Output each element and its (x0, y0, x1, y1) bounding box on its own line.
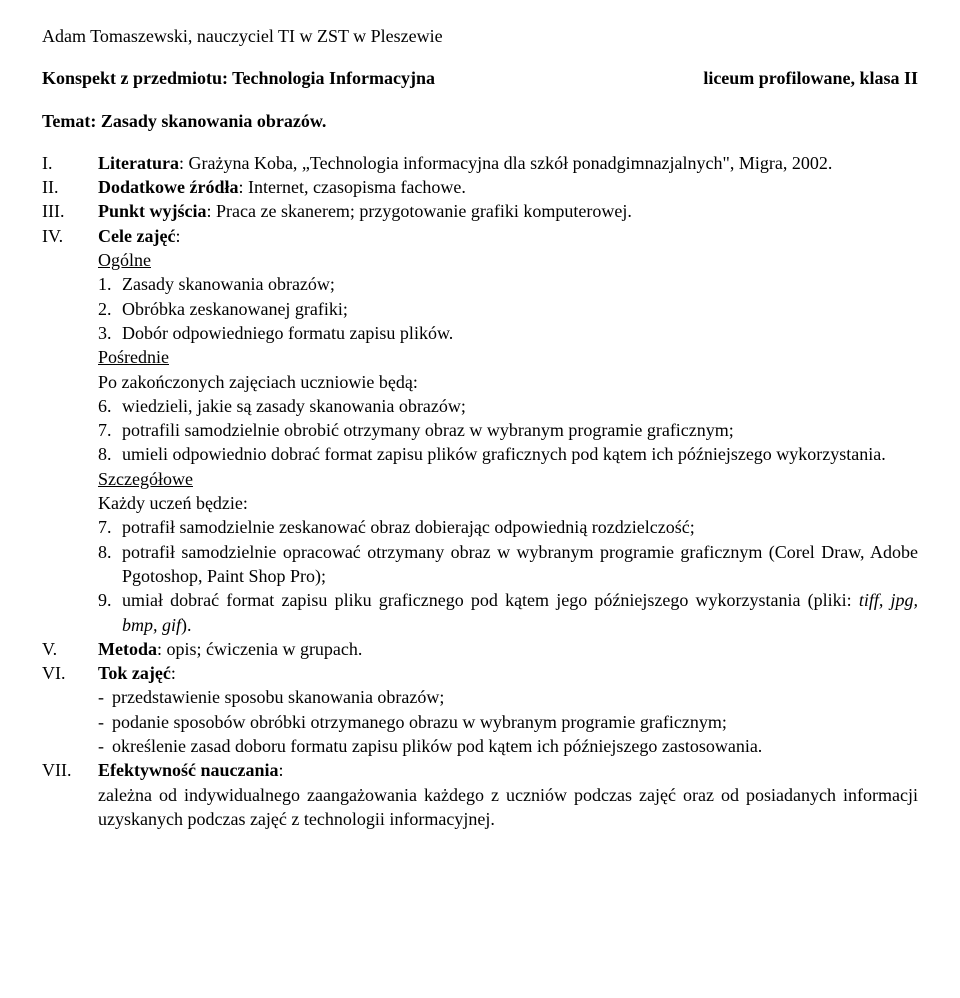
list-ogolne: 1.Zasady skanowania obrazów; 2.Obróbka z… (98, 272, 918, 345)
text: umieli odpowiednio dobrać format zapisu … (122, 444, 886, 464)
section-rest: : (279, 760, 284, 780)
num-body: Obróbka zeskanowanej grafiki; (122, 297, 918, 321)
text: umiał dobrać format zapisu pliku graficz… (122, 590, 859, 610)
num-label: 1. (98, 272, 122, 296)
dash-item: -podanie sposobów obróbki otrzymanego ob… (98, 710, 918, 734)
roman-label: II. (42, 175, 98, 199)
list-item: 1.Zasady skanowania obrazów; (98, 272, 918, 296)
num-body: Zasady skanowania obrazów; (122, 272, 918, 296)
dash-item: -przedstawienie sposobu skanowania obraz… (98, 685, 918, 709)
num-body: potrafili samodzielnie obrobić otrzymany… (122, 418, 918, 442)
item-v: V. Metoda: opis; ćwiczenia w grupach. (42, 637, 918, 661)
subject-label: Konspekt z przedmiotu: Technologia Infor… (42, 66, 435, 90)
roman-body: Dodatkowe źródła: Internet, czasopisma f… (98, 175, 918, 199)
dash-label: - (98, 734, 112, 758)
roman-label: III. (42, 199, 98, 223)
section-rest: : (171, 663, 176, 683)
list-szczegolowe: 7.potrafił samodzielnie zeskanować obraz… (98, 515, 918, 636)
num-body: potrafił samodzielnie zeskanować obraz d… (122, 515, 918, 539)
roman-label: IV. (42, 224, 98, 637)
item-vii: VII. Efektywność nauczania: zależna od i… (42, 758, 918, 831)
num-label: 8. (98, 540, 122, 589)
list-item: 6.wiedzieli, jakie są zasady skanowania … (98, 394, 918, 418)
dash-body: przedstawienie sposobu skanowania obrazó… (112, 685, 918, 709)
dash-body: określenie zasad doboru formatu zapisu p… (112, 734, 918, 758)
topic-line: Temat: Zasady skanowania obrazów. (42, 109, 918, 133)
num-body: wiedzieli, jakie są zasady skanowania ob… (122, 394, 918, 418)
num-label: 8. (98, 442, 122, 466)
roman-body: Punkt wyjścia: Praca ze skanerem; przygo… (98, 199, 918, 223)
item-ii: II. Dodatkowe źródła: Internet, czasopis… (42, 175, 918, 199)
roman-body: Tok zajęć: -przedstawienie sposobu skano… (98, 661, 918, 758)
roman-label: I. (42, 151, 98, 175)
posrednie-intro: Po zakończonych zajęciach uczniowie będą… (98, 370, 918, 394)
roman-body: Efektywność nauczania: zależna od indywi… (98, 758, 918, 831)
item-vi: VI. Tok zajęć: -przedstawienie sposobu s… (42, 661, 918, 758)
item-iv: IV. Cele zajęć: Ogólne 1.Zasady skanowan… (42, 224, 918, 637)
header-row: Konspekt z przedmiotu: Technologia Infor… (42, 66, 918, 90)
section-rest: : opis; ćwiczenia w grupach. (157, 639, 362, 659)
list-item: 3.Dobór odpowiedniego formatu zapisu pli… (98, 321, 918, 345)
roman-label: V. (42, 637, 98, 661)
vii-body: zależna od indywidualnego zaangażowania … (98, 783, 918, 832)
topic-text: Zasady skanowania obrazów. (101, 111, 327, 131)
num-body: umieli odpowiednio dobrać format zapisu … (122, 442, 918, 466)
roman-body: Literatura: Grażyna Koba, „Technologia i… (98, 151, 918, 175)
section-rest: : Praca ze skanerem; przygotowanie grafi… (207, 201, 632, 221)
subheading-posrednie: Pośrednie (98, 345, 918, 369)
item-i: I. Literatura: Grażyna Koba, „Technologi… (42, 151, 918, 175)
roman-body: Cele zajęć: Ogólne 1.Zasady skanowania o… (98, 224, 918, 637)
section-title: Efektywność nauczania (98, 760, 279, 780)
text: ). (181, 615, 192, 635)
author-line: Adam Tomaszewski, nauczyciel TI w ZST w … (42, 24, 918, 48)
subheading-ogolne: Ogólne (98, 248, 918, 272)
class-label: liceum profilowane, klasa II (703, 66, 918, 90)
roman-label: VII. (42, 758, 98, 831)
section-title: Cele zajęć (98, 226, 175, 246)
num-body: potrafił samodzielnie opracować otrzyman… (122, 540, 918, 589)
num-label: 2. (98, 297, 122, 321)
section-rest: : Grażyna Koba, „Technologia informacyjn… (179, 153, 832, 173)
section-rest: : (175, 226, 180, 246)
list-item: 7.potrafił samodzielnie zeskanować obraz… (98, 515, 918, 539)
roman-body: Metoda: opis; ćwiczenia w grupach. (98, 637, 918, 661)
section-title: Metoda (98, 639, 157, 659)
section-title: Punkt wyjścia (98, 201, 207, 221)
num-label: 7. (98, 418, 122, 442)
list-item: 2.Obróbka zeskanowanej grafiki; (98, 297, 918, 321)
num-label: 9. (98, 588, 122, 637)
dash-label: - (98, 685, 112, 709)
list-item: 7.potrafili samodzielnie obrobić otrzyma… (98, 418, 918, 442)
num-body: umiał dobrać format zapisu pliku graficz… (122, 588, 918, 637)
topic-prefix: Temat: (42, 111, 101, 131)
roman-label: VI. (42, 661, 98, 758)
roman-list: I. Literatura: Grażyna Koba, „Technologi… (42, 151, 918, 831)
section-rest: : Internet, czasopisma fachowe. (239, 177, 466, 197)
subheading-szczegolowe: Szczegółowe (98, 467, 918, 491)
num-label: 3. (98, 321, 122, 345)
section-title: Literatura (98, 153, 179, 173)
list-item: 8.potrafił samodzielnie opracować otrzym… (98, 540, 918, 589)
section-title: Dodatkowe źródła (98, 177, 239, 197)
dash-item: -określenie zasad doboru formatu zapisu … (98, 734, 918, 758)
list-item: 9.umiał dobrać format zapisu pliku grafi… (98, 588, 918, 637)
num-label: 7. (98, 515, 122, 539)
section-title: Tok zajęć (98, 663, 171, 683)
item-iii: III. Punkt wyjścia: Praca ze skanerem; p… (42, 199, 918, 223)
list-posrednie: 6.wiedzieli, jakie są zasady skanowania … (98, 394, 918, 467)
num-body: Dobór odpowiedniego formatu zapisu plikó… (122, 321, 918, 345)
list-item: 8.umieli odpowiednio dobrać format zapis… (98, 442, 918, 466)
dash-label: - (98, 710, 112, 734)
szczegolowe-intro: Każdy uczeń będzie: (98, 491, 918, 515)
num-label: 6. (98, 394, 122, 418)
dash-body: podanie sposobów obróbki otrzymanego obr… (112, 710, 918, 734)
